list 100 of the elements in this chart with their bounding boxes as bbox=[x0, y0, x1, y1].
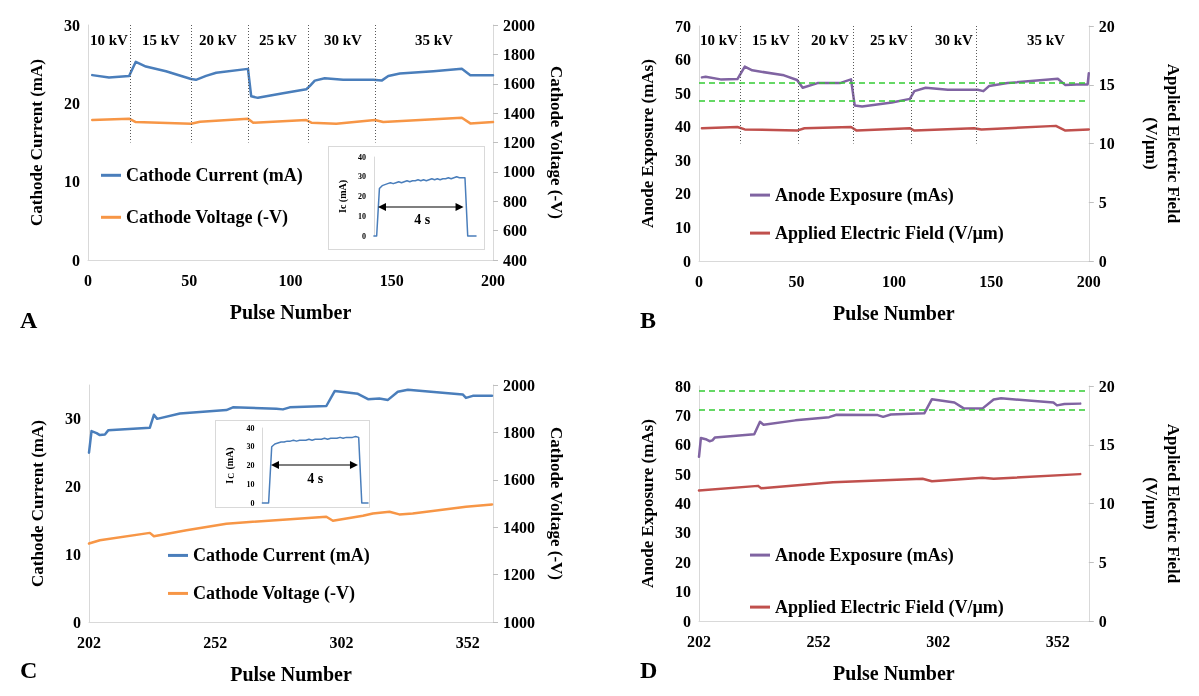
annotation: 4 s bbox=[307, 470, 324, 486]
y-tick-label: 70 bbox=[675, 406, 691, 424]
y-tick-label: 10 bbox=[675, 218, 691, 236]
y-tick-label: 0 bbox=[250, 498, 255, 508]
line-series bbox=[697, 472, 1082, 492]
text: A bbox=[20, 307, 38, 333]
annotation: 35 kV bbox=[1027, 32, 1066, 48]
line-series bbox=[373, 176, 477, 237]
annotation: 15 kV bbox=[142, 32, 181, 48]
y-tick-label: 70 bbox=[675, 17, 691, 35]
annotation: 4 s bbox=[414, 212, 431, 228]
y-tick-label: 20 bbox=[246, 461, 255, 470]
y2-tick-label: 20 bbox=[1098, 377, 1115, 395]
y-tick-label: 30 bbox=[65, 410, 81, 428]
y-tick-label: 0 bbox=[683, 612, 691, 630]
legend-label: Anode Exposure (mAs) bbox=[775, 545, 954, 567]
annotation: 30 kV bbox=[324, 32, 363, 48]
y2-tick-label: 1800 bbox=[503, 423, 535, 441]
y2-tick-label: 1400 bbox=[503, 518, 535, 536]
y-axis-title: Cathode Current (mA) bbox=[27, 59, 47, 226]
legend-label: Applied Electric Field (V/µm) bbox=[775, 597, 1004, 619]
line-series bbox=[697, 397, 1082, 459]
y2-tick-label: 15 bbox=[1098, 436, 1115, 454]
y2-tick-label: 1800 bbox=[503, 45, 535, 63]
x-tick-label: 302 bbox=[926, 632, 951, 650]
x-tick-label: 50 bbox=[788, 272, 805, 290]
y-tick-label: 10 bbox=[675, 583, 691, 601]
annotation: 10 kV bbox=[90, 32, 129, 48]
y-tick-label: 20 bbox=[65, 478, 81, 496]
y2-tick-label: 5 bbox=[1098, 193, 1107, 211]
y-tick-label: 10 bbox=[357, 211, 366, 221]
annotation: 10 kV bbox=[700, 32, 739, 48]
x-tick-label: 252 bbox=[203, 633, 228, 651]
y-tick-label: 0 bbox=[683, 252, 691, 270]
x-tick-label: 352 bbox=[1045, 632, 1070, 650]
line-series bbox=[91, 60, 495, 100]
y-tick-label: 40 bbox=[357, 152, 366, 162]
y-tick-label: 20 bbox=[675, 185, 691, 203]
x-tick-label: 100 bbox=[278, 271, 303, 289]
x-tick-label: 50 bbox=[181, 271, 198, 289]
y2-tick-label: 1400 bbox=[503, 104, 535, 122]
y2-tick-label: 400 bbox=[503, 251, 527, 269]
y2-tick-label: 2000 bbox=[503, 376, 535, 394]
y-tick-label: 80 bbox=[675, 377, 691, 395]
x-axis-title: Pulse Number bbox=[229, 301, 352, 323]
y2-axis-title: Applied Electric Field (V/µm) bbox=[1142, 423, 1184, 584]
y-axis-title: Anode Exposure (mAs) bbox=[638, 419, 658, 588]
x-tick-label: 352 bbox=[455, 633, 480, 651]
y-tick-label: 40 bbox=[675, 118, 691, 136]
y2-tick-label: 1600 bbox=[503, 75, 535, 93]
y2-tick-label: 10 bbox=[1098, 495, 1115, 512]
annotation: 35 kV bbox=[415, 32, 454, 48]
x-tick-label: 0 bbox=[84, 271, 92, 289]
legend-label: Cathode Voltage (-V) bbox=[193, 583, 355, 605]
y2-tick-label: 2000 bbox=[503, 16, 535, 34]
y-tick-label: 20 bbox=[357, 192, 366, 201]
x-tick-label: 0 bbox=[695, 272, 703, 290]
annotation: 25 kV bbox=[870, 32, 909, 48]
x-tick-label: 100 bbox=[881, 272, 906, 290]
y2-tick-label: 1600 bbox=[503, 471, 535, 489]
y-tick-label: 30 bbox=[64, 16, 80, 34]
annotation: 15 kV bbox=[752, 32, 791, 48]
legend-label: Anode Exposure (mAs) bbox=[775, 185, 954, 207]
x-tick-label: 200 bbox=[481, 271, 505, 289]
y2-axis-title: Cathode Voltage (-V) bbox=[547, 66, 567, 219]
y2-tick-label: 600 bbox=[503, 222, 527, 240]
y-axis-title: Anode Exposure (mAs) bbox=[638, 59, 658, 228]
y2-tick-label: 1000 bbox=[503, 613, 535, 631]
y-tick-label: 50 bbox=[675, 465, 691, 483]
legend-label: Cathode Current (mA) bbox=[193, 545, 370, 567]
legend-label: Cathode Current (mA) bbox=[126, 165, 303, 187]
legend-label: Cathode Voltage (-V) bbox=[126, 207, 288, 229]
x-axis-title: Pulse Number bbox=[833, 662, 955, 684]
y2-tick-label: 800 bbox=[503, 192, 527, 210]
y-tick-label: 30 bbox=[357, 172, 366, 182]
y-tick-label: 40 bbox=[246, 423, 255, 433]
y-tick-label: 60 bbox=[675, 51, 691, 69]
x-tick-label: 150 bbox=[379, 271, 404, 289]
y-axis-title: Cathode Current (mA) bbox=[28, 420, 48, 587]
x-tick-label: 302 bbox=[329, 633, 354, 651]
y2-tick-label: 0 bbox=[1098, 252, 1107, 270]
y2-tick-label: 5 bbox=[1098, 553, 1107, 571]
y-tick-label: 50 bbox=[675, 84, 691, 102]
annotation: 20 kV bbox=[811, 32, 850, 48]
annotation: 30 kV bbox=[935, 32, 974, 48]
y-axis-title: IC (mA) bbox=[223, 447, 236, 484]
y2-axis-title: Applied Electric Field (V/µm) bbox=[1142, 63, 1184, 224]
x-tick-label: 200 bbox=[1076, 272, 1101, 290]
annotation: 25 kV bbox=[259, 32, 298, 48]
y2-tick-label: 20 bbox=[1098, 17, 1115, 35]
y-tick-label: 20 bbox=[675, 553, 691, 571]
y-tick-label: 0 bbox=[73, 613, 81, 631]
legend-label: Applied Electric Field (V/µm) bbox=[775, 223, 1004, 245]
y2-tick-label: 1200 bbox=[503, 566, 535, 584]
y2-axis-title: Cathode Voltage (-V) bbox=[547, 427, 567, 580]
annotation: 20 kV bbox=[199, 32, 238, 48]
text: B bbox=[640, 307, 657, 333]
y2-tick-label: 1000 bbox=[503, 163, 535, 181]
y-tick-label: 20 bbox=[64, 94, 80, 112]
x-axis-title: Pulse Number bbox=[230, 663, 352, 685]
